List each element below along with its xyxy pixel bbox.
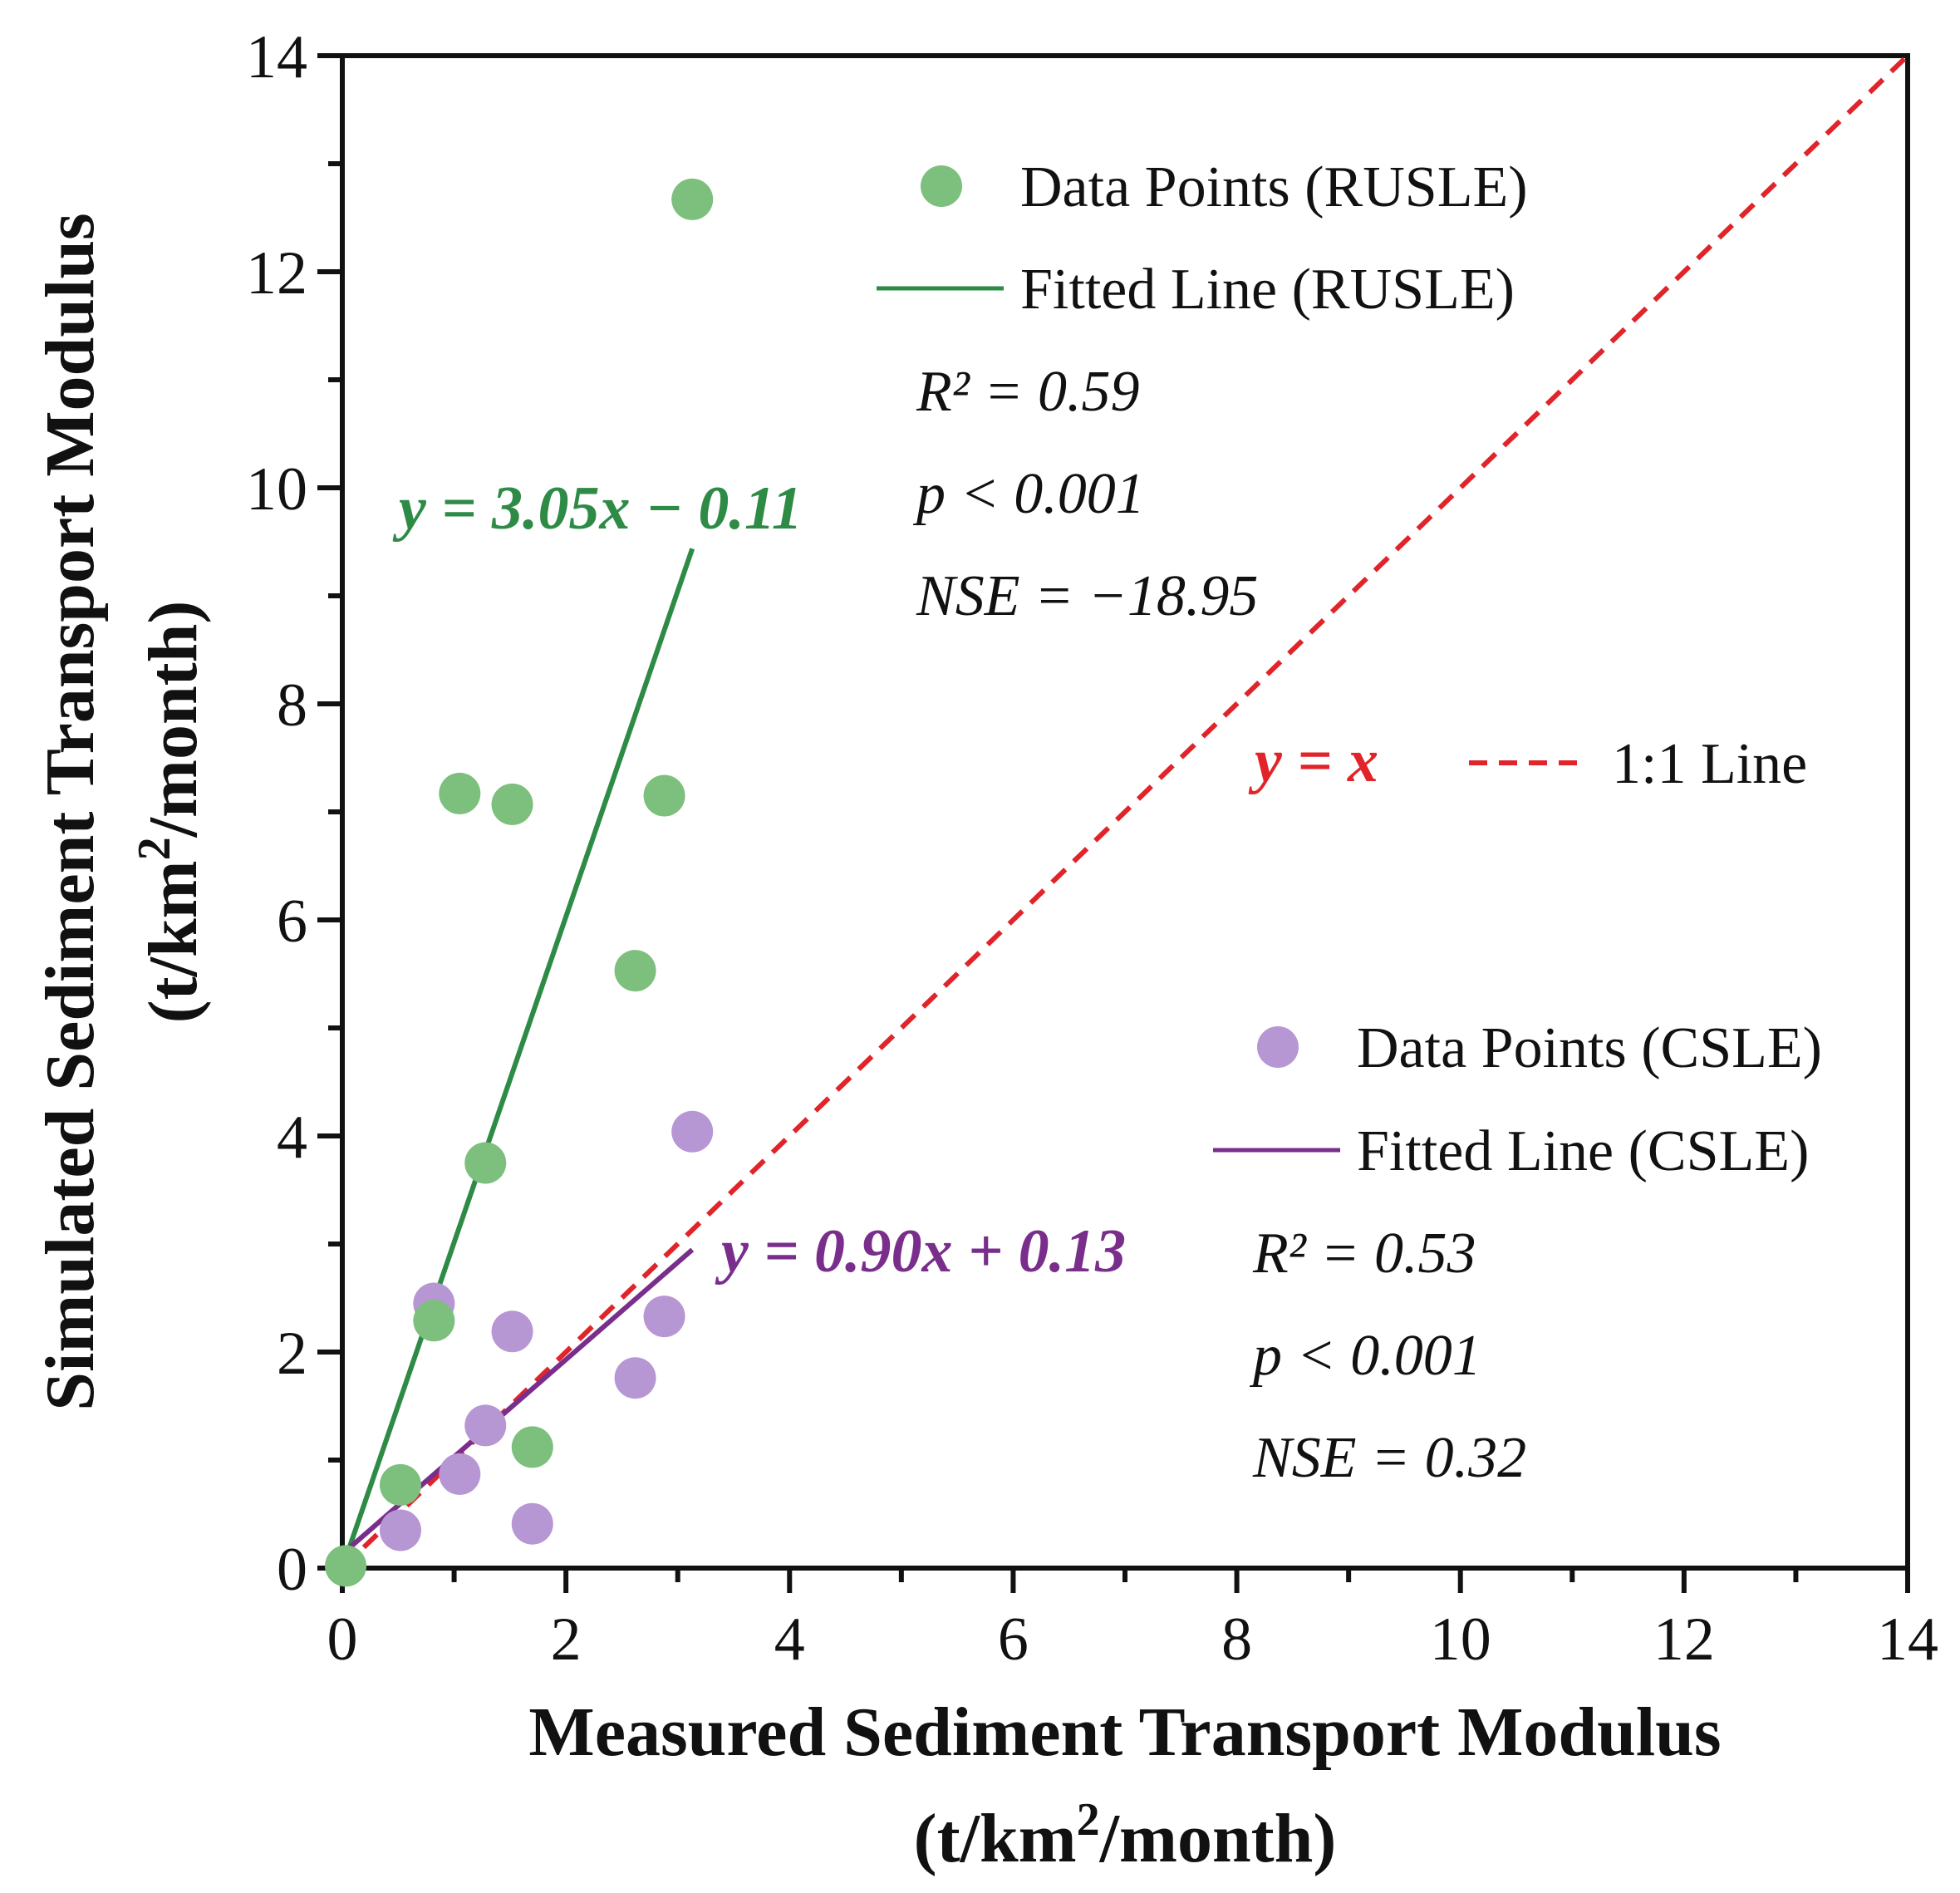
y-axis-title: Simulated Sediment Transport Modulus — [32, 213, 109, 1410]
data-point-rusle — [325, 1545, 367, 1587]
y-tick-label: 14 — [246, 23, 307, 91]
data-point-rusle — [614, 950, 656, 992]
x-axis-ticks: 0 2 4 6 8 10 12 14 — [327, 1568, 1938, 1674]
data-point-csle — [439, 1453, 481, 1495]
x-tick-label: 12 — [1653, 1605, 1715, 1674]
y-axis-unit: (t/km2/month) — [129, 601, 212, 1024]
x-tick-label: 6 — [998, 1605, 1029, 1674]
legend-marker-rusle-points — [921, 165, 962, 207]
legend-label-rusle-points: Data Points (RUSLE) — [1020, 155, 1528, 219]
fitted-line-rusle — [340, 548, 695, 1569]
data-point-rusle — [643, 774, 685, 817]
x-axis-unit: (t/km2/month) — [914, 1794, 1337, 1877]
data-point-rusle — [439, 772, 481, 814]
data-point-rusle — [464, 1142, 507, 1184]
data-point-csle — [464, 1404, 507, 1447]
y-tick-label: 6 — [277, 887, 307, 956]
data-point-csle — [491, 1310, 533, 1353]
y-axis-ticks: 0 2 4 6 8 10 12 14 — [246, 23, 342, 1604]
x-tick-label: 8 — [1221, 1605, 1252, 1674]
equation-rusle: y = 3.05x − 0.11 — [392, 474, 803, 543]
x-tick-label: 0 — [327, 1605, 358, 1674]
legend-label-csle-fit: Fitted Line (CSLE) — [1357, 1119, 1809, 1183]
data-point-csle — [643, 1296, 685, 1338]
stat-rusle-r2: R² = 0.59 — [916, 360, 1139, 424]
legend-label-csle-points: Data Points (CSLE) — [1357, 1016, 1822, 1080]
y-tick-label: 0 — [277, 1536, 307, 1604]
data-point-rusle — [491, 783, 533, 825]
data-point-csle — [671, 1110, 714, 1153]
y-tick-label: 12 — [246, 239, 307, 307]
legend-marker-csle-points — [1257, 1026, 1299, 1068]
points-layer — [325, 178, 714, 1587]
data-point-csle — [379, 1509, 421, 1551]
data-point-rusle — [511, 1426, 553, 1468]
stat-rusle-nse: NSE = −18.95 — [916, 564, 1258, 628]
x-tick-label: 4 — [774, 1605, 805, 1674]
stat-csle-nse: NSE = 0.32 — [1252, 1426, 1526, 1490]
stat-rusle-p: p < 0.001 — [912, 462, 1145, 526]
x-axis-title: Measured Sediment Transport Modulus — [528, 1694, 1721, 1771]
y-tick-label: 8 — [277, 671, 307, 740]
data-point-rusle — [671, 178, 714, 220]
y-tick-label: 10 — [246, 455, 307, 524]
equation-csle: y = 0.90x + 0.13 — [715, 1217, 1126, 1286]
one-to-one-line — [340, 53, 1910, 1571]
data-point-csle — [511, 1502, 553, 1545]
stat-csle-r2: R² = 0.53 — [1252, 1222, 1476, 1286]
y-tick-label: 2 — [277, 1320, 307, 1388]
data-point-rusle — [413, 1300, 455, 1342]
legend-label-rusle-fit: Fitted Line (RUSLE) — [1020, 258, 1515, 322]
legend-label-one-to-one: 1:1 Line — [1612, 732, 1807, 796]
x-tick-label: 14 — [1877, 1605, 1938, 1674]
data-point-rusle — [379, 1463, 421, 1506]
x-tick-label: 2 — [551, 1605, 582, 1674]
stat-csle-p: p < 0.001 — [1249, 1324, 1481, 1388]
fitted-line-csle — [341, 1247, 695, 1556]
x-tick-label: 10 — [1430, 1605, 1491, 1674]
y-tick-label: 4 — [277, 1104, 307, 1172]
equation-one-to-one: y = x — [1248, 727, 1378, 795]
data-point-csle — [614, 1357, 656, 1399]
